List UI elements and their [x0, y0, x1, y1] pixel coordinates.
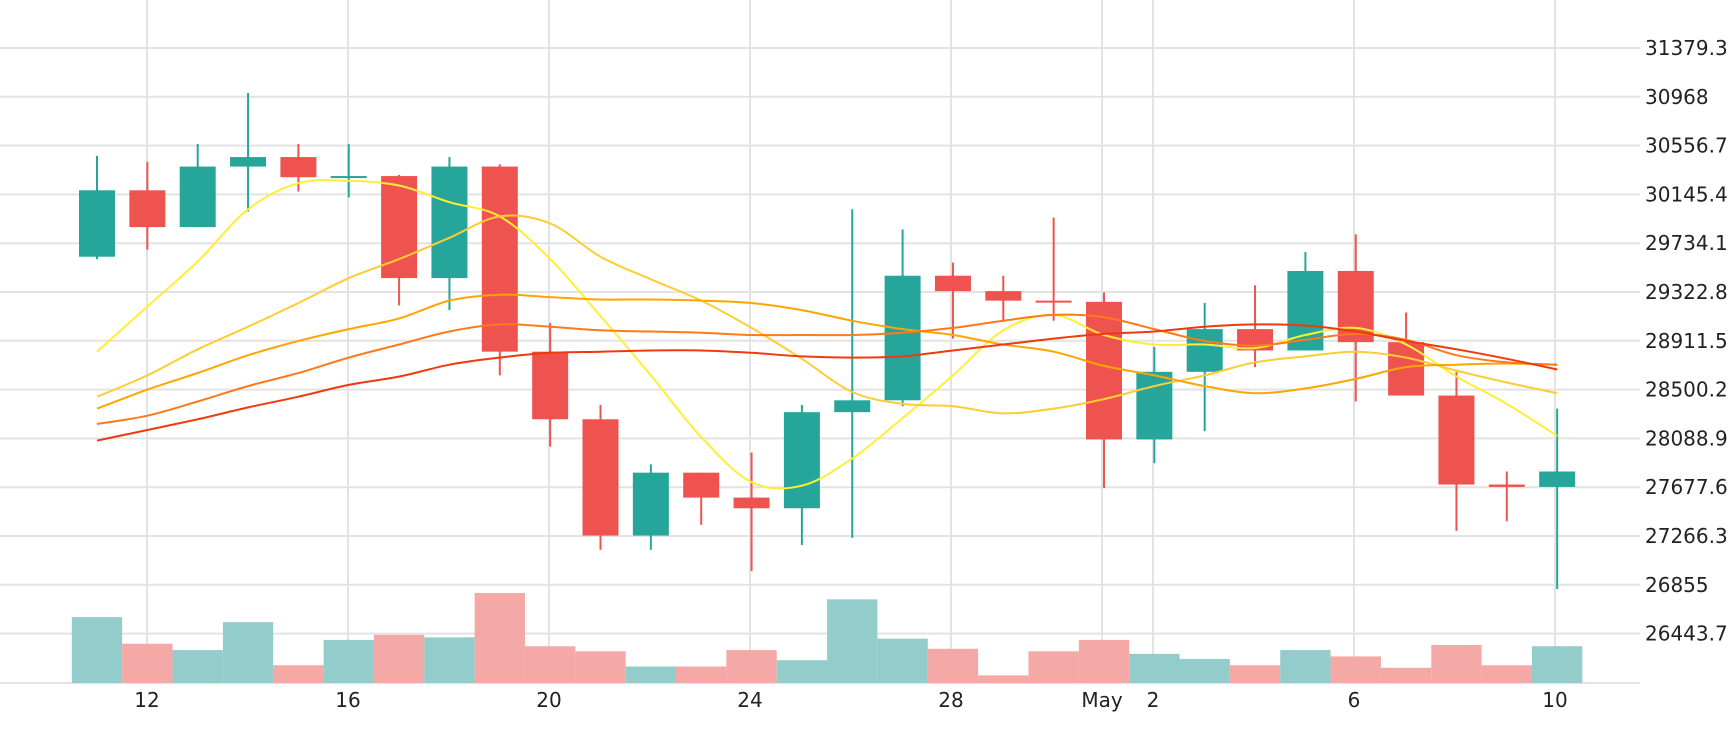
volume-bar: [1129, 653, 1180, 683]
volume-bar: [1179, 658, 1230, 683]
volume-bar: [273, 665, 324, 683]
y-tick-label: 27266.3: [1645, 524, 1728, 548]
volume-bar: [172, 650, 223, 683]
moving-average-line: [96, 179, 1558, 490]
volume-bar: [1229, 665, 1281, 683]
x-tick-label: 12: [134, 688, 159, 712]
volume-bar: [1330, 656, 1381, 683]
y-tick-label: 26855: [1645, 573, 1709, 597]
y-tick-label: 28088.9: [1645, 426, 1728, 450]
moving-average-line: [96, 293, 1558, 410]
candle-down: [381, 176, 418, 279]
y-tick-label: 30968: [1645, 85, 1709, 109]
candle-up: [834, 400, 871, 413]
volume-bar: [1481, 665, 1532, 683]
x-tick-label: 28: [938, 688, 963, 712]
x-axis: 12 16 20 24 28 May 2 6 10: [134, 688, 1567, 712]
volume-bar: [373, 634, 425, 683]
candle-down: [985, 291, 1022, 301]
candle-down: [683, 472, 720, 498]
candle-up: [1186, 329, 1223, 372]
volume-bar: [877, 638, 928, 683]
volume-bar: [1028, 651, 1079, 683]
volume-layer: [71, 593, 1583, 683]
candle-up: [783, 412, 820, 509]
candle-down: [1035, 300, 1072, 303]
candle-up: [330, 176, 367, 179]
volume-bar: [1380, 667, 1432, 683]
candle-up: [79, 190, 115, 257]
candle-down: [532, 351, 569, 420]
candle-down: [1086, 301, 1122, 440]
x-tick-label: 6: [1348, 688, 1361, 712]
moving-average-line: [96, 214, 1558, 415]
volume-bar: [122, 643, 173, 683]
candle-up: [230, 157, 267, 167]
volume-bar: [71, 617, 123, 683]
candle-up: [632, 472, 669, 536]
y-tick-label: 28911.5: [1645, 329, 1728, 353]
x-tick-label: 16: [335, 688, 360, 712]
volume-bar: [323, 639, 374, 683]
candle-down: [1488, 484, 1525, 487]
y-tick-label: 30556.7: [1645, 134, 1728, 158]
moving-average-line: [96, 313, 1558, 425]
volume-bar: [676, 666, 727, 683]
volume-bar: [524, 646, 576, 683]
volume-bar: [978, 675, 1029, 683]
x-tick-label: 24: [737, 688, 762, 712]
candle-up: [1136, 371, 1173, 440]
volume-bar: [1078, 639, 1130, 683]
volume-bar: [1280, 650, 1331, 683]
y-tick-label: 28500.2: [1645, 378, 1728, 402]
candle-down: [481, 166, 518, 352]
volume-bar: [927, 648, 979, 683]
candle-up: [1539, 471, 1576, 487]
y-tick-label: 26443.7: [1645, 622, 1728, 646]
candle-layer: [79, 93, 1576, 589]
candle-down: [129, 190, 166, 228]
candle-down: [934, 275, 971, 292]
volume-bar: [625, 666, 677, 683]
candle-up: [179, 166, 216, 228]
moving-average-layer: [96, 179, 1558, 490]
x-tick-label: 20: [536, 688, 561, 712]
volume-bar: [474, 593, 525, 683]
x-tick-label: May: [1081, 688, 1123, 712]
x-tick-label: 10: [1542, 688, 1567, 712]
volume-bar: [222, 622, 274, 683]
y-tick-label: 27677.6: [1645, 475, 1728, 499]
y-tick-label: 30145.4: [1645, 182, 1728, 206]
volume-bar: [424, 637, 475, 683]
candle-up: [431, 166, 468, 279]
y-axis: 31379.3 30968 30556.7 30145.4 29734.1 29322.8…: [1645, 36, 1728, 646]
candle-down: [582, 419, 619, 536]
candle-up: [884, 275, 921, 401]
candle-down: [1438, 395, 1475, 485]
grid-layer: [0, 0, 1640, 684]
x-tick-label: 2: [1147, 688, 1160, 712]
y-tick-label: 29734.1: [1645, 231, 1728, 255]
volume-bar: [1431, 644, 1482, 683]
moving-average-line: [96, 323, 1558, 442]
volume-bar: [827, 599, 878, 683]
y-tick-label: 29322.8: [1645, 280, 1728, 304]
volume-bar: [1531, 646, 1583, 683]
volume-bar: [575, 651, 626, 683]
volume-bar: [776, 660, 828, 683]
candle-down: [280, 157, 317, 178]
volume-bar: [726, 650, 777, 683]
y-tick-label: 31379.3: [1645, 36, 1728, 60]
candle-down: [733, 497, 770, 509]
